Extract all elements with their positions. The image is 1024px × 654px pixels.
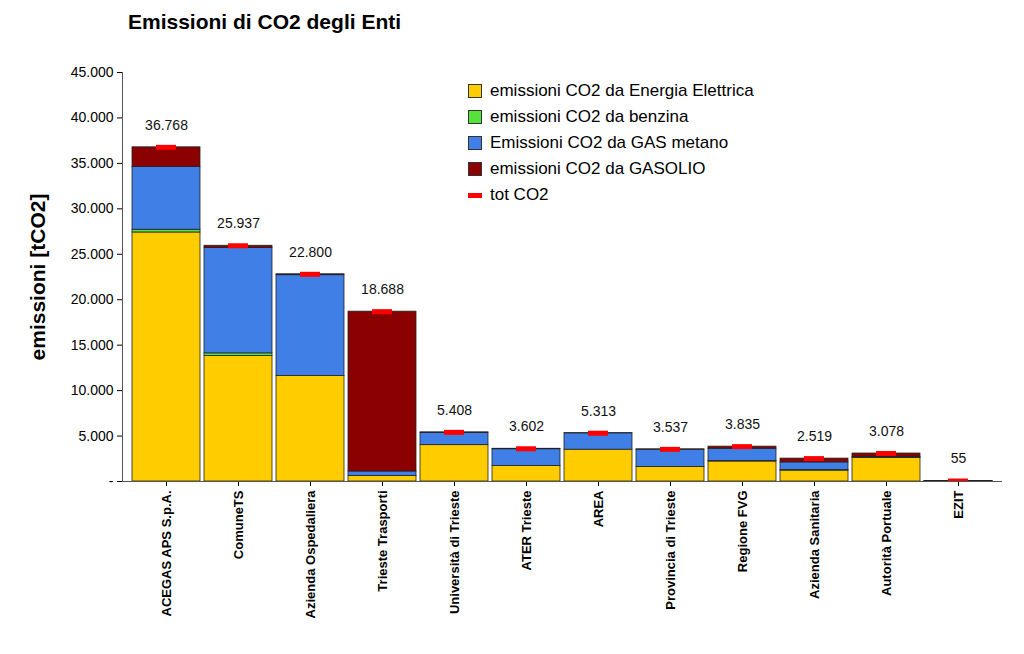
svg-text:5.000: 5.000 bbox=[78, 428, 113, 444]
svg-text:Provincia di Trieste: Provincia di Trieste bbox=[663, 491, 678, 610]
html-text:emissioni CO2 da Energia Elett: emissioni CO2 da Energia Elettrica bbox=[490, 81, 754, 100]
svg-text:15.000: 15.000 bbox=[71, 337, 114, 353]
svg-text:10.000: 10.000 bbox=[71, 382, 114, 398]
svg-text:Trieste Trasporti: Trieste Trasporti bbox=[375, 491, 390, 592]
svg-text:5.408: 5.408 bbox=[437, 402, 472, 418]
svg-text:AREA: AREA bbox=[591, 490, 606, 527]
svg-text:-: - bbox=[109, 473, 114, 489]
svg-text:emissioni [tCO2]: emissioni [tCO2] bbox=[26, 194, 49, 361]
svg-text:18.688: 18.688 bbox=[361, 281, 404, 297]
html-text:emissioni CO2 da benzina: emissioni CO2 da benzina bbox=[490, 107, 689, 126]
svg-text:36.768: 36.768 bbox=[145, 117, 188, 133]
svg-text:5.313: 5.313 bbox=[581, 403, 616, 419]
html-text:Emissioni CO2 da GAS metano: Emissioni CO2 da GAS metano bbox=[490, 133, 729, 152]
svg-text:3.602: 3.602 bbox=[509, 418, 544, 434]
svg-text:3.537: 3.537 bbox=[653, 419, 688, 435]
svg-text:Università di Trieste: Università di Trieste bbox=[447, 491, 462, 615]
svg-text:35.000: 35.000 bbox=[71, 155, 114, 171]
svg-text:25.937: 25.937 bbox=[217, 215, 260, 231]
svg-text:40.000: 40.000 bbox=[71, 109, 114, 125]
svg-text:55: 55 bbox=[951, 450, 967, 466]
svg-text:ACEGAS APS S.p.A.: ACEGAS APS S.p.A. bbox=[159, 491, 174, 617]
svg-text:25.000: 25.000 bbox=[71, 246, 114, 262]
html-text:tot CO2: tot CO2 bbox=[490, 185, 549, 204]
svg-text:ATER Trieste: ATER Trieste bbox=[519, 491, 534, 571]
html-text:Emissioni di CO2 degli Enti: Emissioni di CO2 degli Enti bbox=[128, 10, 401, 33]
svg-text:2.519: 2.519 bbox=[797, 428, 832, 444]
svg-text:30.000: 30.000 bbox=[71, 200, 114, 216]
svg-text:Azienda Ospedaliera: Azienda Ospedaliera bbox=[303, 490, 318, 619]
svg-text:ComuneTS: ComuneTS bbox=[231, 490, 246, 559]
svg-text:22.800: 22.800 bbox=[289, 244, 332, 260]
svg-text:20.000: 20.000 bbox=[71, 291, 114, 307]
svg-text:Azienda Sanitaria: Azienda Sanitaria bbox=[807, 490, 822, 599]
svg-text:EZIT: EZIT bbox=[951, 490, 966, 518]
svg-text:Regione FVG: Regione FVG bbox=[735, 491, 750, 573]
svg-text:45.000: 45.000 bbox=[71, 64, 114, 80]
svg-text:Autorità Portuale: Autorità Portuale bbox=[879, 491, 894, 596]
svg-text:3.835: 3.835 bbox=[725, 416, 760, 432]
html-text:emissioni CO2 da GASOLIO: emissioni CO2 da GASOLIO bbox=[490, 159, 706, 178]
svg-text:3.078: 3.078 bbox=[869, 423, 904, 439]
